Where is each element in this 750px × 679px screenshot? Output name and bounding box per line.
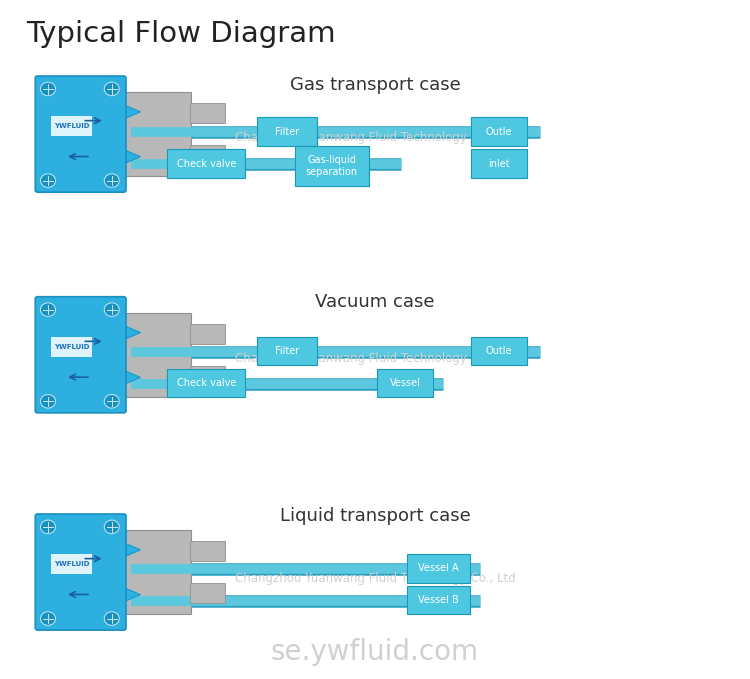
Polygon shape [122,325,140,340]
Bar [190,366,225,386]
Bar [51,116,92,136]
FancyBboxPatch shape [35,514,126,630]
Text: Vessel: Vessel [389,378,421,388]
Polygon shape [122,587,140,602]
Text: YWFLUID: YWFLUID [54,562,89,567]
Text: inlet: inlet [488,159,509,168]
Polygon shape [122,149,140,164]
Circle shape [40,174,56,187]
Circle shape [104,612,119,625]
Circle shape [104,82,119,96]
Text: Vessel B: Vessel B [419,595,459,605]
FancyBboxPatch shape [471,337,526,365]
Text: Gas transport case: Gas transport case [290,76,460,94]
Polygon shape [122,105,140,120]
Text: Filter: Filter [274,127,299,136]
Circle shape [104,174,119,187]
Circle shape [40,303,56,316]
FancyBboxPatch shape [407,554,470,583]
Text: Changzhou Yuanwang Fluid Technology Co., Ltd: Changzhou Yuanwang Fluid Technology Co.,… [235,572,515,585]
Bar [51,554,92,574]
FancyBboxPatch shape [377,369,433,397]
FancyBboxPatch shape [471,117,526,146]
Text: Outle: Outle [485,346,512,356]
Bar [190,324,225,344]
Text: Gas-liquid
separation: Gas-liquid separation [306,155,358,177]
Text: Vessel A: Vessel A [419,564,459,573]
Text: Check valve: Check valve [176,378,236,388]
Text: Liquid transport case: Liquid transport case [280,507,470,525]
Circle shape [104,520,119,534]
FancyBboxPatch shape [257,337,316,365]
Text: Changzhou Yuanwang Fluid Technology Co., Ltd: Changzhou Yuanwang Fluid Technology Co.,… [235,131,515,145]
FancyBboxPatch shape [35,297,126,413]
Text: YWFLUID: YWFLUID [54,124,89,129]
Circle shape [40,82,56,96]
Text: Check valve: Check valve [176,159,236,168]
Text: Vacuum case: Vacuum case [315,293,435,311]
Bar [190,103,225,124]
Bar [190,583,225,604]
Bar [120,92,191,176]
FancyBboxPatch shape [407,586,470,614]
Bar [190,145,225,166]
Text: se.ywfluid.com: se.ywfluid.com [271,638,479,666]
FancyBboxPatch shape [295,146,369,186]
Text: YWFLUID: YWFLUID [54,344,89,350]
Bar [51,337,92,357]
FancyBboxPatch shape [167,369,245,397]
FancyBboxPatch shape [35,76,126,192]
FancyBboxPatch shape [257,117,316,146]
FancyBboxPatch shape [471,149,526,178]
Bar [120,313,191,397]
Circle shape [40,394,56,408]
Bar [190,541,225,562]
FancyBboxPatch shape [167,149,245,178]
Circle shape [40,612,56,625]
Circle shape [104,303,119,316]
Text: Typical Flow Diagram: Typical Flow Diagram [26,20,336,48]
Text: Changzhou Yuanwang Fluid Technology Co., Ltd: Changzhou Yuanwang Fluid Technology Co.,… [235,352,515,365]
Polygon shape [122,543,140,557]
Bar [120,530,191,614]
Text: Filter: Filter [274,346,299,356]
Text: Outle: Outle [485,127,512,136]
Polygon shape [122,370,140,385]
Circle shape [104,394,119,408]
Circle shape [40,520,56,534]
